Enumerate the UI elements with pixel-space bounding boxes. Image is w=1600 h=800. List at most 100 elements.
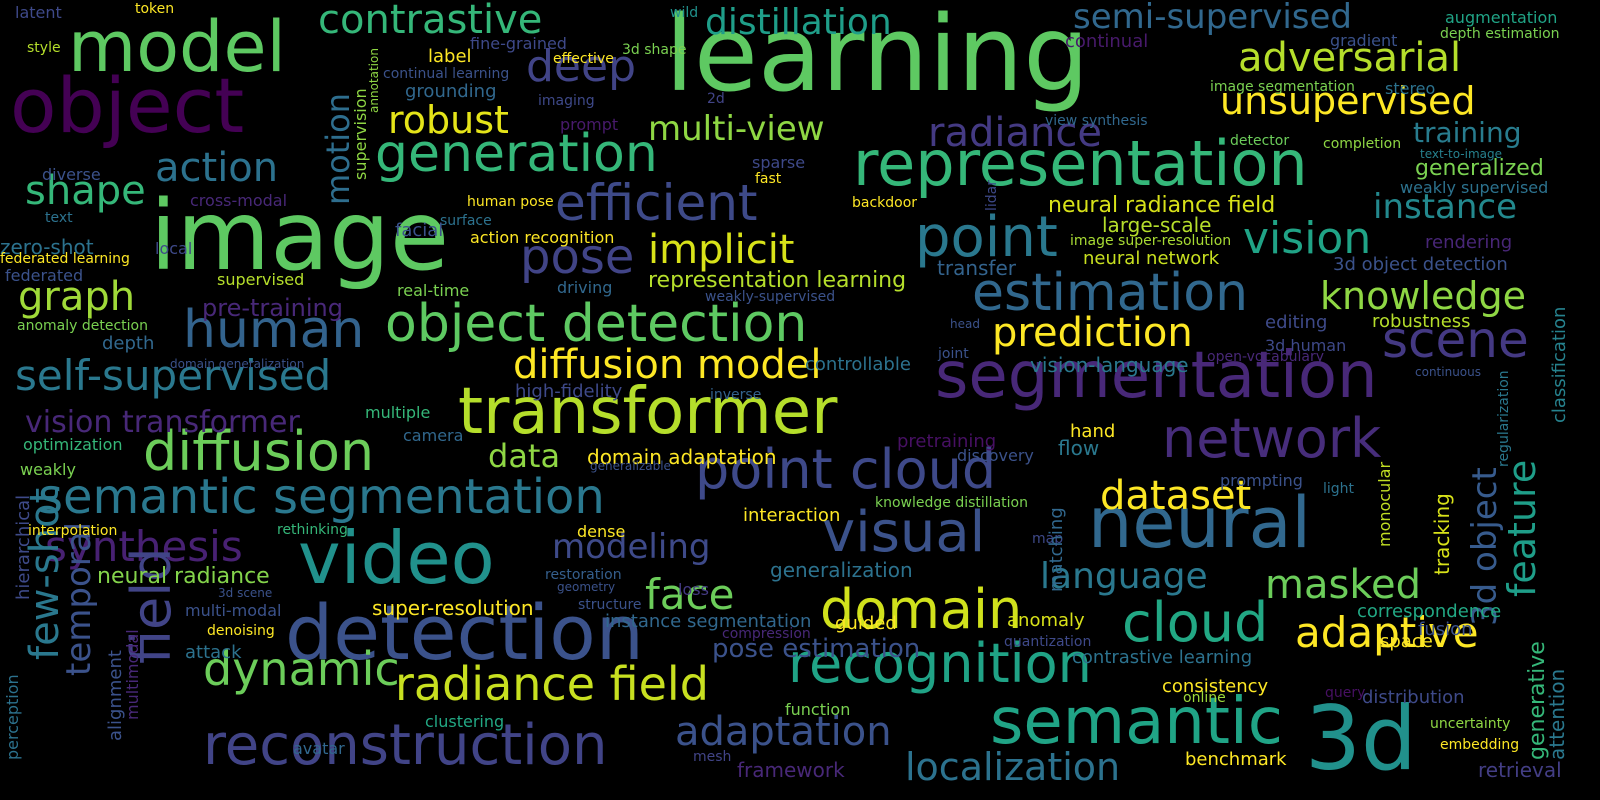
word-dynamic: dynamic	[203, 642, 400, 696]
word-map: map	[1032, 531, 1064, 547]
word-motion: motion	[319, 92, 357, 205]
word-image: image	[150, 180, 450, 292]
word-supervision: supervision	[351, 88, 370, 180]
word-neural-network: neural network	[1083, 248, 1220, 269]
word-facial: facial	[395, 220, 444, 241]
word-supervised: supervised	[217, 270, 305, 289]
word-effective: effective	[553, 51, 614, 67]
word-object: object	[10, 61, 245, 150]
word-knowledge-distillation: knowledge distillation	[875, 495, 1028, 511]
word-open-vocabulary: open-vocabulary	[1207, 349, 1325, 365]
word-generalized: generalized	[1415, 156, 1544, 181]
word-diffusion: diffusion	[143, 420, 375, 483]
word-semi-supervised: semi-supervised	[1073, 0, 1352, 37]
word-pretraining: pretraining	[897, 431, 997, 452]
word-contrastive: contrastive	[318, 0, 543, 43]
word-generation: generation	[375, 124, 658, 184]
word-multimodal: multimodal	[123, 629, 142, 720]
word-domain-adaptation: domain adaptation	[587, 445, 777, 469]
word-cloud: cloud	[1122, 591, 1269, 654]
word-3d-shape: 3d shape	[622, 42, 687, 58]
word-depth: depth	[102, 333, 155, 354]
word-dense: dense	[577, 522, 626, 541]
word-rendering: rendering	[1425, 232, 1513, 253]
word-super-resolution: super-resolution	[372, 596, 534, 620]
word-light: light	[1323, 481, 1355, 497]
word-fast: fast	[755, 171, 782, 187]
word-embedding: embedding	[1440, 737, 1520, 753]
word-compression: compression	[722, 626, 811, 642]
word-pose-estimation: pose estimation	[712, 634, 921, 664]
word-real-time: real-time	[397, 281, 470, 300]
word-federated: federated	[5, 266, 84, 285]
word-continuous: continuous	[1415, 365, 1481, 379]
word-2d: 2d	[707, 91, 725, 107]
word-language: language	[1040, 556, 1208, 597]
word-vision-transformer: vision transformer	[25, 405, 300, 440]
word-attention: attention	[1545, 668, 1569, 760]
word-interaction: interaction	[743, 505, 841, 526]
word-object-detection: object detection	[385, 294, 808, 354]
word-robust: robust	[388, 98, 509, 142]
word-image-segmentation: image segmentation	[1210, 79, 1355, 95]
word-hierarchical: hierarchical	[13, 494, 34, 600]
word-synthesis: synthesis	[45, 522, 243, 571]
word-rethinking: rethinking	[277, 522, 348, 538]
word-representation: representation	[853, 127, 1308, 200]
word-mesh: mesh	[693, 749, 732, 765]
word-self-supervised: self-supervised	[15, 351, 332, 400]
word-shape: shape	[25, 168, 146, 214]
word-framework: framework	[737, 758, 845, 782]
word-learning: learning	[665, 0, 1090, 115]
word-view-synthesis: view synthesis	[1045, 113, 1148, 129]
word-clustering: clustering	[425, 712, 505, 731]
word-image-super-resolution: image super-resolution	[1070, 233, 1232, 249]
word-retrieval: retrieval	[1478, 758, 1562, 782]
word-avatar: avatar	[293, 739, 345, 758]
word-matching: matching	[1046, 507, 1067, 592]
word-action: action	[155, 145, 279, 191]
word-dataset: dataset	[1100, 473, 1252, 519]
word-radiance-field: radiance field	[395, 657, 709, 711]
word-anomaly: anomaly	[1007, 610, 1085, 631]
word-deep: deep	[526, 41, 636, 92]
word-diffusion-model: diffusion model	[513, 342, 822, 388]
word-transfer: transfer	[937, 256, 1016, 280]
word-joint: joint	[938, 346, 969, 362]
word-query: query	[1325, 685, 1366, 701]
word-token: token	[135, 1, 175, 17]
word-visual: visual	[822, 500, 986, 565]
word-text: text	[45, 210, 73, 226]
word-localization: localization	[905, 745, 1121, 789]
word-wild: wild	[670, 5, 699, 21]
word-vision: vision	[1243, 213, 1372, 264]
word-driving: driving	[557, 278, 613, 297]
word-online: online	[1183, 690, 1226, 706]
word-multi-view: multi-view	[648, 109, 825, 149]
word-scene: scene	[1382, 311, 1529, 369]
word-surface: surface	[440, 213, 492, 229]
word-action-recognition: action recognition	[470, 228, 615, 247]
word-domain: domain	[820, 578, 1023, 641]
word-point: point	[915, 205, 1058, 270]
word-backdoor: backdoor	[852, 195, 918, 211]
word-generalization: generalization	[770, 558, 913, 582]
word-gradient: gradient	[1330, 31, 1398, 50]
word-model: model	[68, 6, 286, 88]
word-grounding: grounding	[405, 81, 497, 102]
word-fusion: fusion	[1418, 619, 1473, 640]
word-network: network	[1162, 407, 1382, 470]
word-diverse: diverse	[42, 165, 101, 184]
word-contrastive-learning: contrastive learning	[1072, 647, 1253, 668]
word-depth-estimation: depth estimation	[1440, 26, 1560, 42]
word-weakly-supervised: weakly-supervised	[705, 289, 836, 305]
word-large-scale: large-scale	[1102, 213, 1212, 237]
word-consistency: consistency	[1162, 676, 1269, 697]
word-pre-training: pre-training	[202, 294, 343, 322]
word-stereo: stereo	[1385, 79, 1436, 98]
word-high-fidelity: high-fidelity	[515, 381, 623, 402]
word-neural-radiance: neural radiance	[97, 564, 270, 589]
word-zero-shot: zero-shot	[0, 235, 94, 259]
word-guided: guided	[835, 613, 897, 634]
word-weakly: weakly	[20, 460, 76, 479]
